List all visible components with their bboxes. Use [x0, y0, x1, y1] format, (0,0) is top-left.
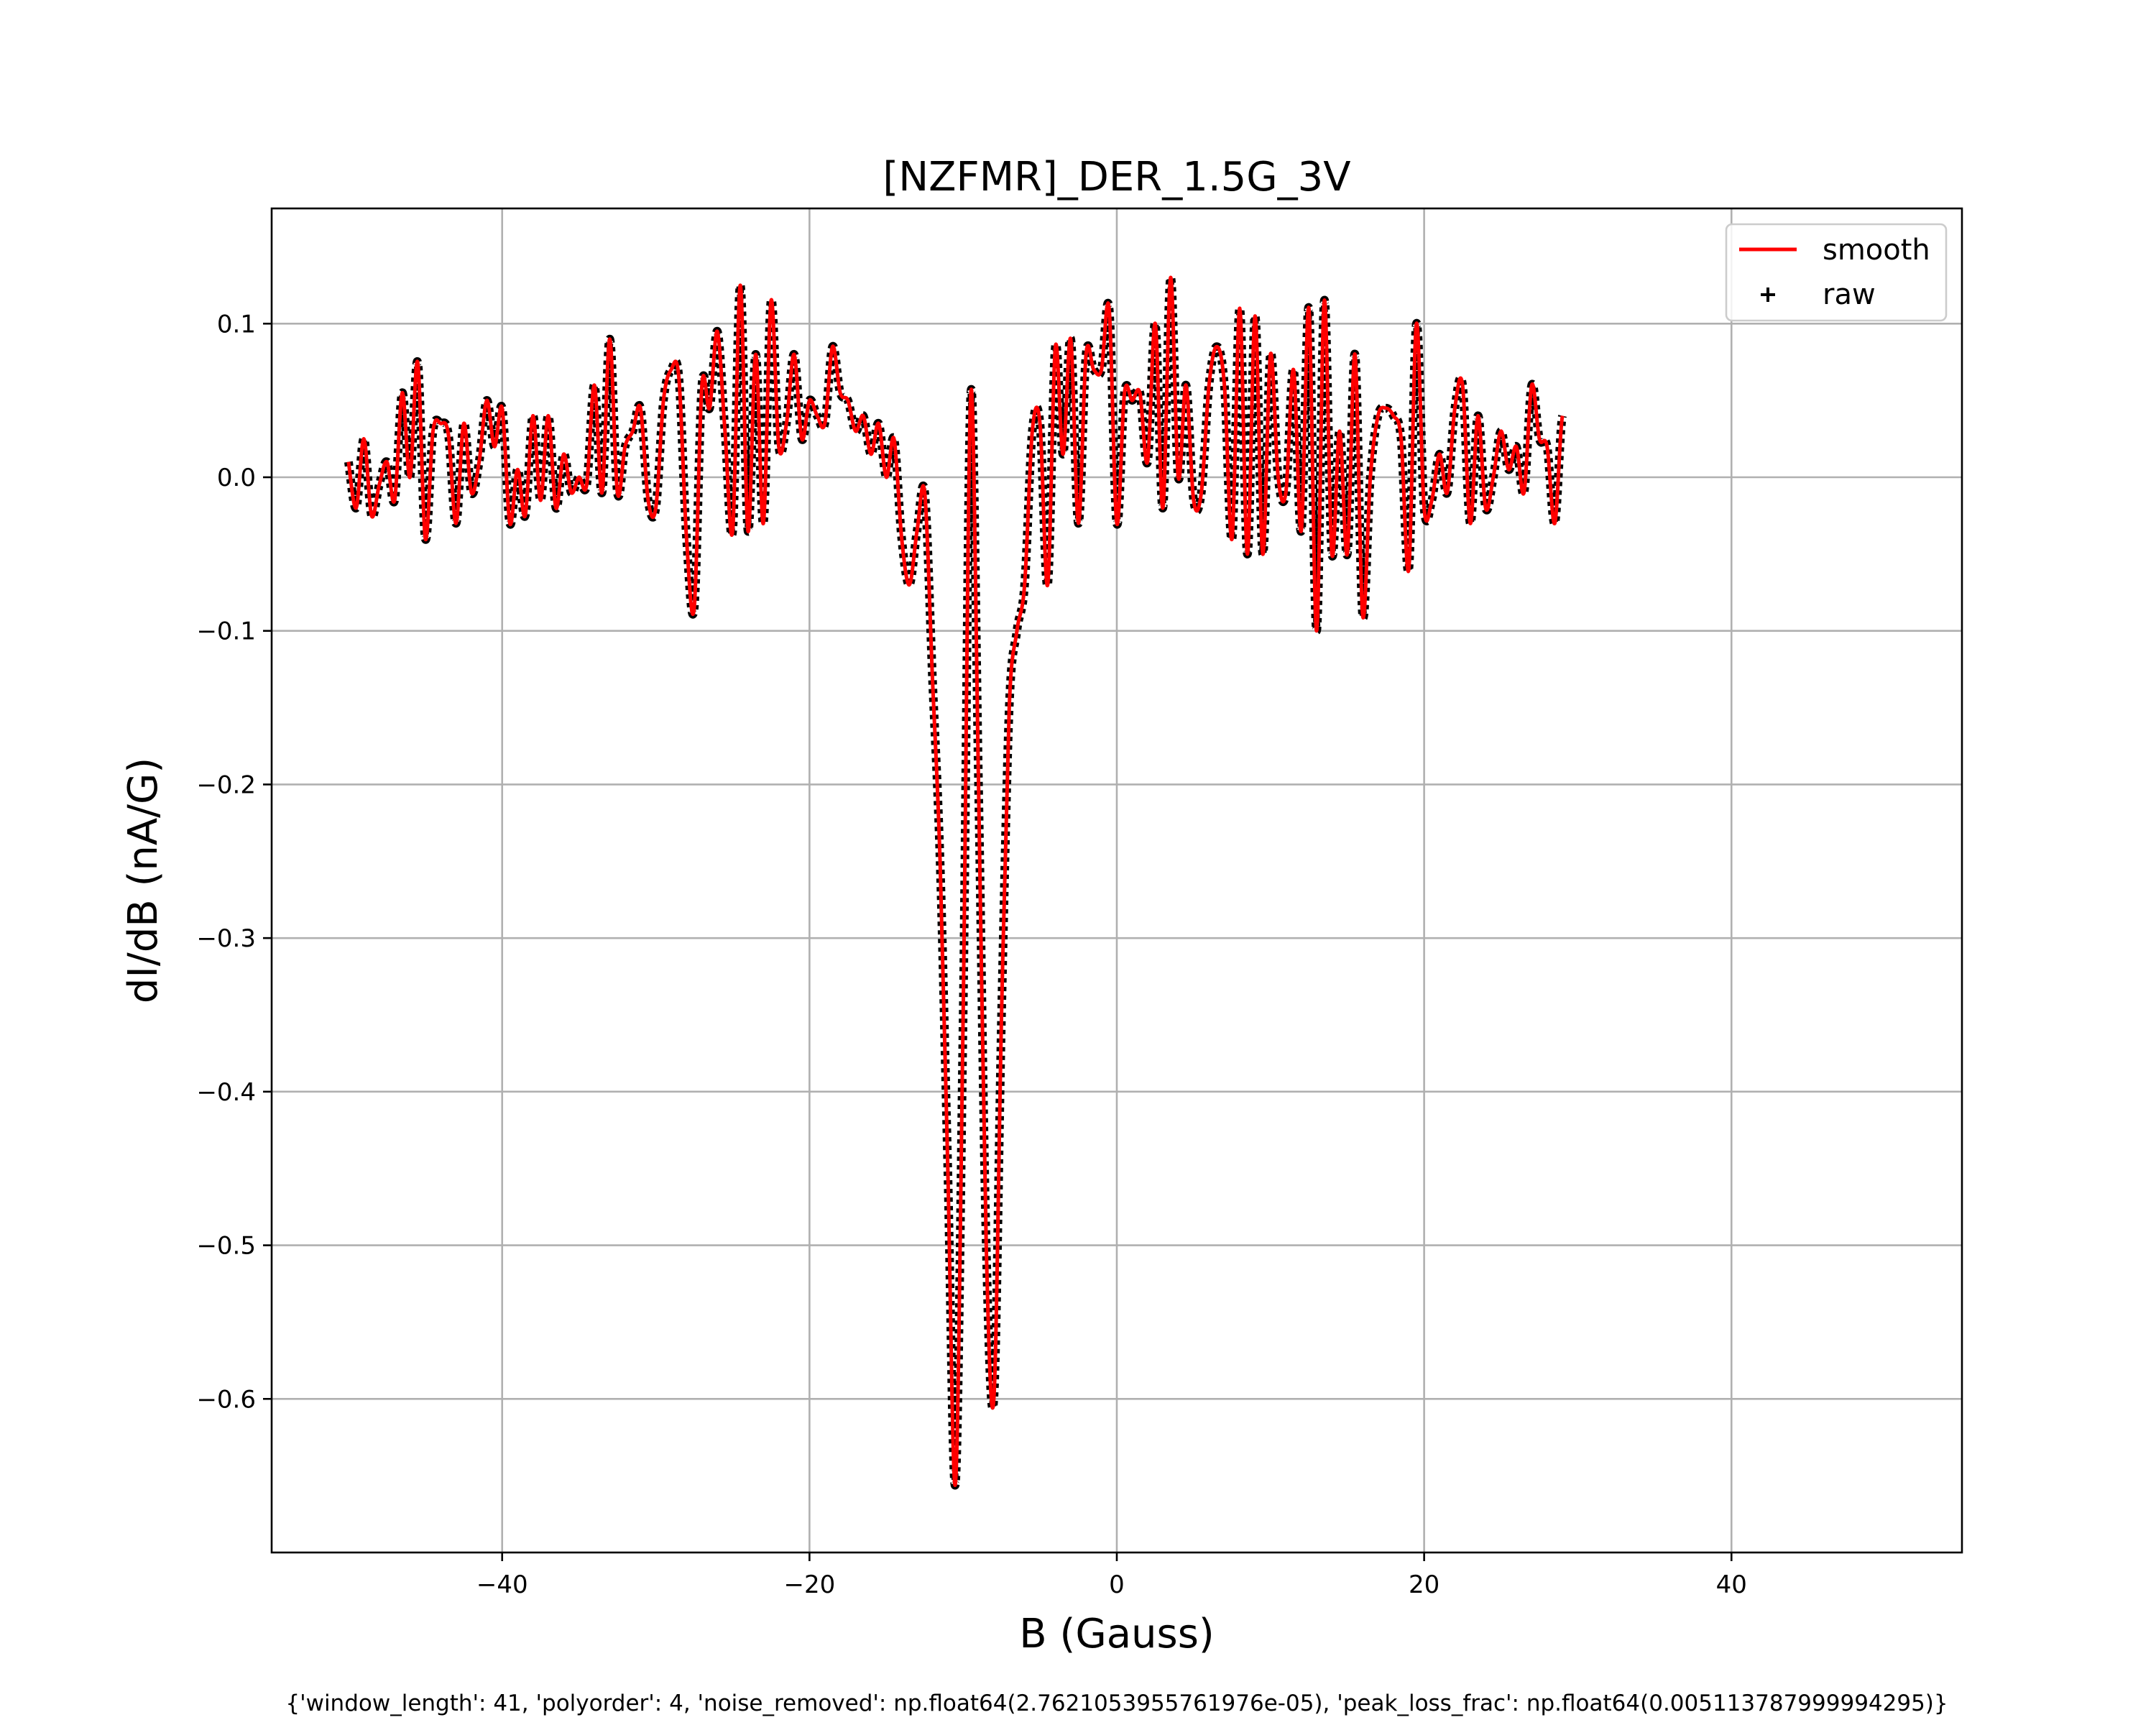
y-tick-label: −0.4 — [196, 1078, 256, 1107]
chart-title: [NZFMR]_DER_1.5G_3V — [883, 154, 1350, 201]
y-tick-label: 0.0 — [217, 464, 256, 492]
legend-raw-label: raw — [1823, 278, 1876, 311]
x-tick-label: 20 — [1409, 1570, 1439, 1599]
y-tick-label: −0.6 — [196, 1385, 256, 1414]
x-tick-label: 40 — [1716, 1570, 1747, 1599]
settings-caption: {'window_length': 41, 'polyorder': 4, 'n… — [285, 1690, 1948, 1716]
y-tick-label: −0.5 — [196, 1232, 256, 1261]
y-tick-label: 0.1 — [217, 310, 256, 339]
y-tick-label: −0.1 — [196, 617, 256, 646]
legend: smooth raw — [1725, 223, 1948, 322]
y-axis-label: dI/dB (nA/G) — [120, 758, 167, 1003]
x-tick-label: −40 — [476, 1570, 528, 1599]
plot-area — [344, 273, 1567, 1490]
smooth-series — [346, 275, 1565, 1487]
y-tick-label: −0.2 — [196, 770, 256, 799]
x-tick-label: 0 — [1109, 1570, 1125, 1599]
y-tick-label: −0.3 — [196, 924, 256, 953]
y-axis-ticks: 0.1 0.0 −0.1 −0.2 −0.3 −0.4 −0.5 −0.6 — [196, 310, 272, 1414]
x-tick-label: −20 — [783, 1570, 835, 1599]
x-axis-ticks: −40 −20 0 20 40 — [476, 1552, 1747, 1599]
legend-raw-marker — [1761, 288, 1775, 302]
x-axis-label: B (Gauss) — [1019, 1611, 1214, 1657]
legend-smooth-label: smooth — [1823, 234, 1930, 267]
